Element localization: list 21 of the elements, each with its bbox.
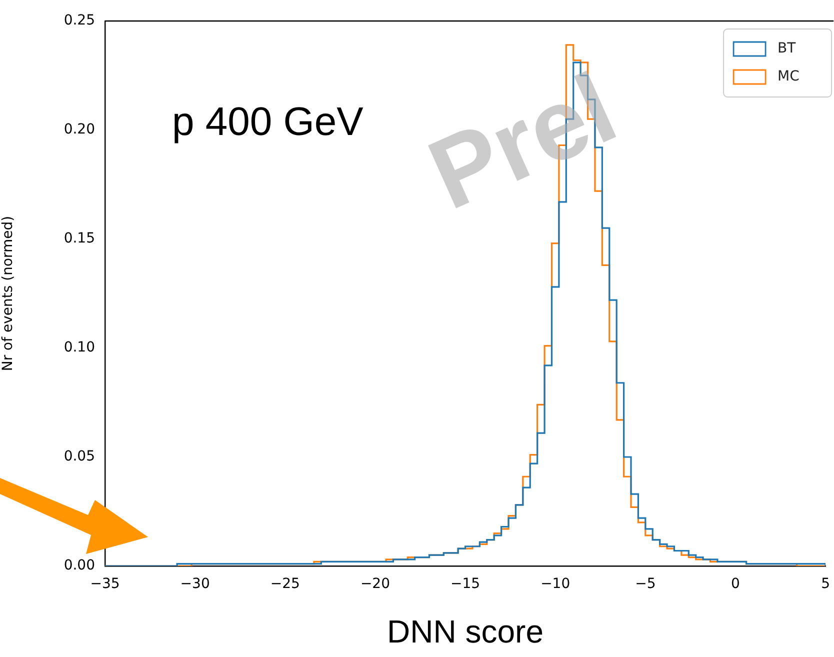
annotation: Prel (413, 52, 632, 232)
y-tick-label: 0.20 (64, 122, 95, 138)
y-tick-label: 0.00 (64, 558, 95, 574)
x-tick-label: −30 (180, 576, 210, 592)
y-tick-label: 0.05 (64, 448, 95, 465)
x-tick-label: −5 (635, 576, 656, 592)
x-tick-label: −25 (270, 576, 300, 592)
x-tick-label: −20 (360, 576, 390, 592)
x-tick-label: 5 (821, 576, 830, 592)
x-tick-label: −15 (450, 576, 480, 592)
x-tick-label: 0 (731, 576, 740, 592)
annotation: p 400 GeV (172, 100, 364, 144)
x-axis-title: DNN score (387, 614, 544, 650)
x-tick-label: −35 (90, 576, 120, 592)
x-tick-label: −10 (540, 576, 570, 592)
y-tick-label: 0.15 (64, 230, 95, 247)
y-tick-label: 0.25 (64, 12, 95, 29)
y-axis-title: Nr of events (normed) (0, 216, 16, 372)
legend-label: MC (778, 68, 800, 85)
y-tick-label: 0.10 (64, 340, 95, 356)
legend-label: BT (778, 40, 796, 57)
